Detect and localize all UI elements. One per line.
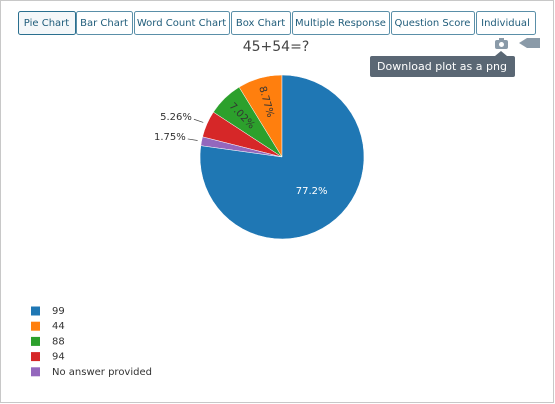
tooltip: Download plot as a png bbox=[370, 51, 515, 77]
tab-label[interactable]: Pie Chart bbox=[24, 18, 69, 29]
legend-swatch bbox=[31, 321, 40, 331]
label-leader bbox=[193, 118, 204, 123]
value-label: 1.75% bbox=[154, 132, 186, 143]
legend-label: 88 bbox=[52, 336, 65, 347]
legend-swatch bbox=[31, 352, 40, 362]
legend-label: 94 bbox=[52, 352, 65, 363]
legend-label: 44 bbox=[52, 321, 65, 332]
tab-label[interactable]: Word Count Chart bbox=[137, 18, 226, 29]
tab[interactable] bbox=[134, 11, 230, 35]
tab[interactable] bbox=[18, 11, 76, 35]
plotly-logo[interactable] bbox=[519, 38, 540, 48]
tab-label[interactable]: Individual bbox=[481, 18, 530, 29]
tab-label[interactable]: Question Score bbox=[395, 18, 471, 29]
label-leader bbox=[187, 138, 198, 141]
chart-title: 45+54=? bbox=[243, 39, 310, 55]
value-label: 5.26% bbox=[160, 112, 192, 123]
pie-slice bbox=[199, 74, 365, 240]
tab[interactable] bbox=[76, 11, 133, 35]
tab-label[interactable]: Multiple Response bbox=[295, 18, 386, 29]
legend-label: No answer provided bbox=[52, 367, 152, 378]
tab-label[interactable]: Bar Chart bbox=[80, 18, 128, 29]
tab-label[interactable]: Box Chart bbox=[236, 18, 285, 29]
value-label: 77.2% bbox=[296, 186, 328, 197]
tab[interactable] bbox=[476, 11, 536, 35]
legend-swatch bbox=[31, 306, 40, 316]
legend-swatch bbox=[31, 367, 40, 377]
legend-swatch bbox=[31, 336, 40, 346]
camera-icon[interactable] bbox=[495, 38, 508, 49]
tab[interactable] bbox=[391, 11, 475, 35]
legend-label: 99 bbox=[52, 306, 65, 317]
tab[interactable] bbox=[292, 11, 390, 35]
tab[interactable] bbox=[231, 11, 291, 35]
tooltip-text: Download plot as a png bbox=[377, 60, 507, 73]
